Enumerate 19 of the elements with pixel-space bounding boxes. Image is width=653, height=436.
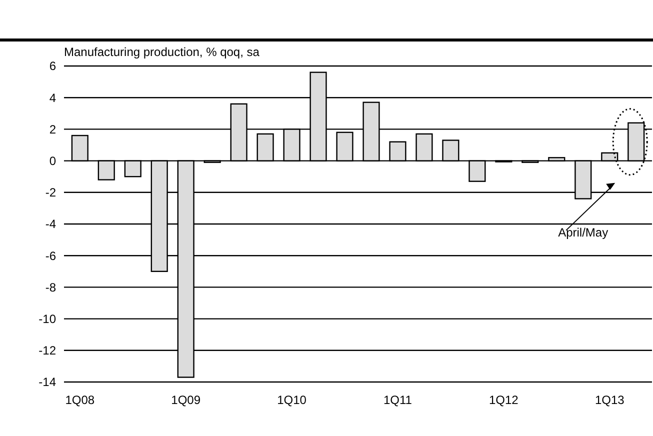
y-tick-label: 2 — [49, 122, 56, 136]
y-tick-label: 4 — [49, 90, 56, 105]
y-tick-label: -12 — [38, 344, 56, 358]
chart-title: Manufacturing production, % qoq, sa — [64, 45, 260, 59]
y-tick-label: -2 — [45, 186, 56, 200]
y-tick-label: 0 — [49, 154, 56, 168]
y-tick-label: -8 — [45, 280, 56, 294]
annotation: April/May — [558, 226, 608, 240]
y-tick-label: -10 — [38, 312, 56, 326]
x-tick-label: 1Q11 — [383, 393, 412, 407]
x-tick-label: 1Q13 — [594, 393, 625, 407]
y-tick-label: -4 — [45, 217, 56, 232]
x-tick-label: 1Q10 — [277, 393, 307, 407]
y-tick-label: -6 — [45, 248, 56, 263]
x-tick-label: 1Q12 — [488, 393, 519, 407]
y-tick-label: -14 — [38, 375, 56, 390]
x-tick-label: 1Q08 — [65, 393, 95, 407]
y-tick-label: 6 — [49, 59, 56, 74]
x-tick-label: 1Q09 — [171, 393, 201, 407]
